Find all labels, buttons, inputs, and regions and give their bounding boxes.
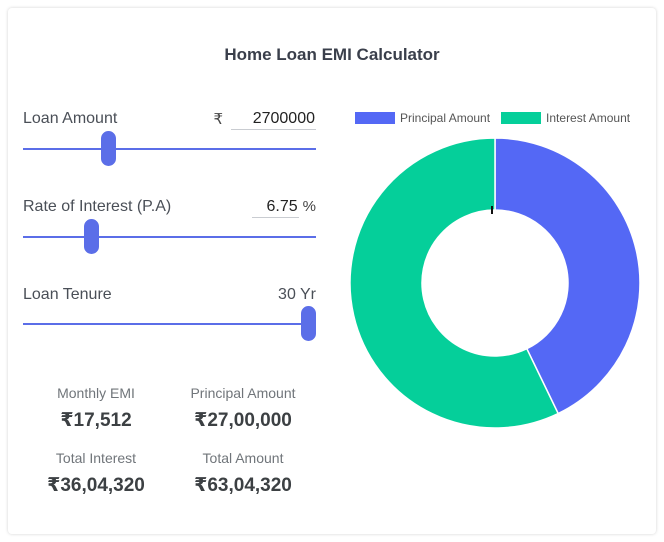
total-interest-stat: Total Interest ₹36,04,320 xyxy=(31,450,161,497)
monthly-emi-stat: Monthly EMI ₹17,512 xyxy=(31,385,161,432)
donut-start-marker xyxy=(491,206,493,214)
percent-suffix: % xyxy=(302,198,316,215)
chart-legend: Principal Amount Interest Amount xyxy=(355,111,641,125)
total-amount-label: Total Amount xyxy=(202,450,284,466)
interest-rate-label: Rate of Interest (P.A) xyxy=(23,198,172,215)
principal-label: Principal Amount xyxy=(190,385,296,401)
interest-rate-slider[interactable] xyxy=(23,219,316,254)
tenure-row: Loan Tenure 30 Yr xyxy=(23,286,316,310)
principal-stat: Principal Amount ₹27,00,000 xyxy=(178,385,308,432)
legend-item-interest[interactable]: Interest Amount xyxy=(501,111,630,125)
total-amount-value: ₹63,04,320 xyxy=(194,475,292,496)
legend-label-principal: Principal Amount xyxy=(400,111,491,125)
legend-swatch-interest xyxy=(501,112,542,124)
tenure-label: Loan Tenure xyxy=(23,286,112,303)
principal-value: ₹27,00,000 xyxy=(194,410,292,431)
emi-calculator-card: Home Loan EMI Calculator Loan Amount ₹ 2… xyxy=(8,8,656,534)
loan-breakdown-donut-chart xyxy=(349,137,641,429)
total-interest-label: Total Interest xyxy=(55,450,137,466)
tenure-value[interactable]: 30 Yr xyxy=(278,286,316,303)
loan-amount-label: Loan Amount xyxy=(23,110,118,127)
legend-label-interest: Interest Amount xyxy=(546,111,631,125)
donut-slice-principal[interactable] xyxy=(494,137,641,415)
legend-item-principal[interactable]: Principal Amount xyxy=(355,111,490,125)
tenure-value-wrap: 30 Yr xyxy=(278,286,316,304)
tenure-slider[interactable] xyxy=(23,306,316,341)
interest-rate-input[interactable]: 6.75 xyxy=(251,198,299,218)
interest-rate-slider-thumb[interactable] xyxy=(84,219,100,254)
loan-amount-slider[interactable] xyxy=(23,131,316,166)
monthly-emi-value: ₹17,512 xyxy=(60,410,132,431)
interest-rate-value-wrap: 6.75 % xyxy=(251,198,316,218)
total-amount-stat: Total Amount ₹63,04,320 xyxy=(178,450,308,497)
loan-amount-input[interactable]: 2700000 xyxy=(231,110,316,130)
total-interest-value: ₹36,04,320 xyxy=(47,475,145,496)
loan-amount-slider-thumb[interactable] xyxy=(100,131,116,166)
loan-amount-value-wrap: ₹ 2700000 xyxy=(213,110,316,130)
rupee-prefix: ₹ xyxy=(213,111,223,128)
interest-rate-row: Rate of Interest (P.A) 6.75 % xyxy=(23,198,316,222)
legend-swatch-principal xyxy=(355,112,395,124)
tenure-slider-thumb[interactable] xyxy=(301,306,316,341)
monthly-emi-label: Monthly EMI xyxy=(57,385,135,401)
page-title: Home Loan EMI Calculator xyxy=(224,45,440,64)
loan-amount-row: Loan Amount ₹ 2700000 xyxy=(23,110,316,134)
donut-slice-interest[interactable] xyxy=(349,137,560,429)
